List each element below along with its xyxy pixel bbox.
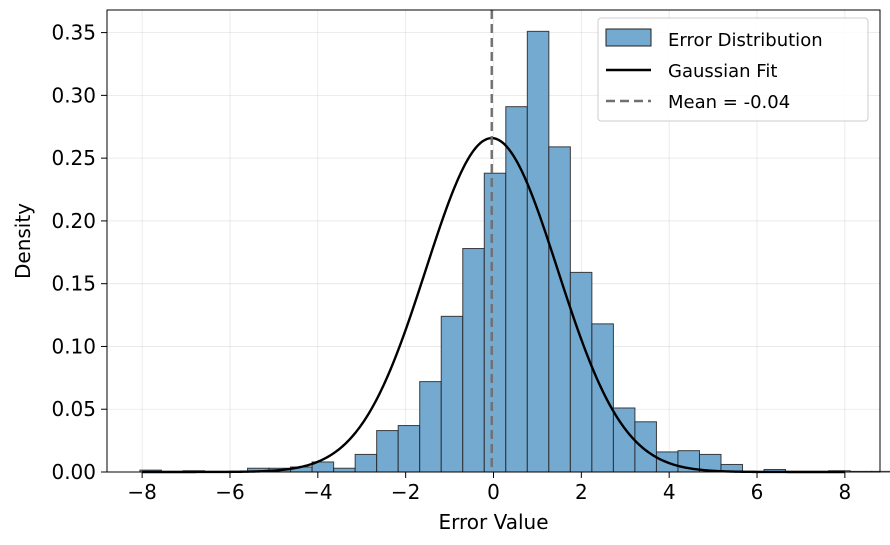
histogram-bar: [569, 271, 593, 473]
histogram-bar: [526, 30, 550, 473]
x-tick-label: 4: [663, 480, 676, 504]
x-tick-label: −4: [303, 480, 332, 504]
x-tick-label: −6: [215, 480, 244, 504]
histogram-bar: [376, 430, 399, 473]
y-tick-label: 0.30: [51, 83, 96, 107]
y-tick-label: 0.15: [51, 272, 96, 296]
y-axis-ticks: 0.00 0.05 0.10 0.15 0.20 0.25 0.30 0.35: [51, 21, 107, 484]
x-tick-label: −8: [127, 480, 156, 504]
legend-box: [597, 17, 869, 122]
histogram-bar: [548, 146, 571, 473]
y-axis-label: Density: [11, 203, 35, 279]
histogram-bar: [591, 323, 614, 473]
gaussian-fit-line: [142, 136, 845, 474]
legend-label-gaussian-fit: Gaussian Fit: [668, 61, 777, 82]
y-tick-label: 0.05: [51, 397, 96, 421]
legend-label-mean: Mean = -0.04: [668, 92, 790, 113]
legend-label-error-distribution: Error Distribution: [668, 30, 823, 51]
y-tick-label: 0.00: [51, 460, 96, 484]
legend: Error Distribution Gaussian Fit Mean = -…: [597, 17, 869, 122]
y-tick-label: 0.10: [51, 334, 96, 358]
histogram-bar: [462, 248, 485, 473]
x-tick-label: 8: [838, 480, 851, 504]
y-tick-label: 0.20: [51, 209, 96, 233]
x-tick-label: −2: [391, 480, 420, 504]
x-tick-label: 6: [751, 480, 764, 504]
histogram-bar: [440, 315, 464, 473]
x-tick-label: 0: [487, 480, 500, 504]
x-axis-ticks: −8 −6 −4 −2 0 2 4 6 8: [127, 472, 851, 504]
y-tick-label: 0.35: [51, 21, 96, 45]
histogram-bar: [333, 467, 356, 473]
histogram-bar: [483, 172, 507, 473]
histogram-bar: [419, 381, 442, 473]
histogram-bar: [354, 453, 378, 473]
histogram-bar: [634, 421, 657, 473]
x-axis-label: Error Value: [438, 510, 548, 534]
y-tick-label: 0.25: [51, 146, 96, 170]
legend-swatch-error-distribution: [605, 28, 652, 47]
x-tick-label: 2: [575, 480, 588, 504]
histogram-bar: [397, 425, 421, 473]
